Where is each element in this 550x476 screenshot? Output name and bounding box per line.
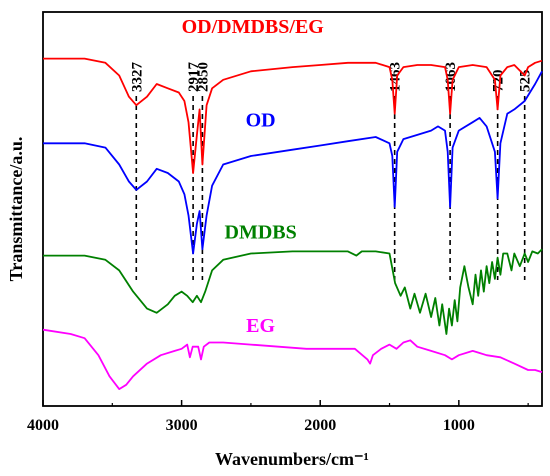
- x-tick-label: 3000: [166, 417, 198, 434]
- x-axis-ticks: 4000 3000 2000 1000: [27, 400, 529, 434]
- series-line: [43, 57, 543, 174]
- series-line: [42, 328, 543, 390]
- x-tick-label: 4000: [27, 417, 59, 434]
- series-label: EG: [246, 315, 275, 337]
- x-axis-title: Wavenumbers/cm⁻¹: [215, 449, 369, 469]
- peak-label: 525: [518, 70, 534, 93]
- plot-frame: [42, 11, 543, 407]
- series-label: OD: [246, 109, 276, 131]
- series-label: OD/DMDBS/EG: [182, 16, 325, 38]
- peak-label: 1463: [388, 62, 404, 92]
- x-tick-label: 2000: [304, 417, 336, 434]
- series-line: [43, 70, 543, 255]
- series-lines: [42, 57, 543, 390]
- series-labels: OD/DMDBS/EG OD DMDBS EG: [182, 16, 325, 337]
- peak-label: 2917: [186, 62, 202, 93]
- series-line: [43, 248, 543, 335]
- series-label: DMDBS: [225, 222, 297, 244]
- peak-label: 3327: [129, 62, 145, 93]
- x-tick-label: 1000: [443, 417, 475, 434]
- peak-label: 2850: [195, 62, 211, 92]
- peak-label: 1063: [443, 62, 459, 92]
- y-axis-title: Transmittance/a.u.: [6, 137, 26, 282]
